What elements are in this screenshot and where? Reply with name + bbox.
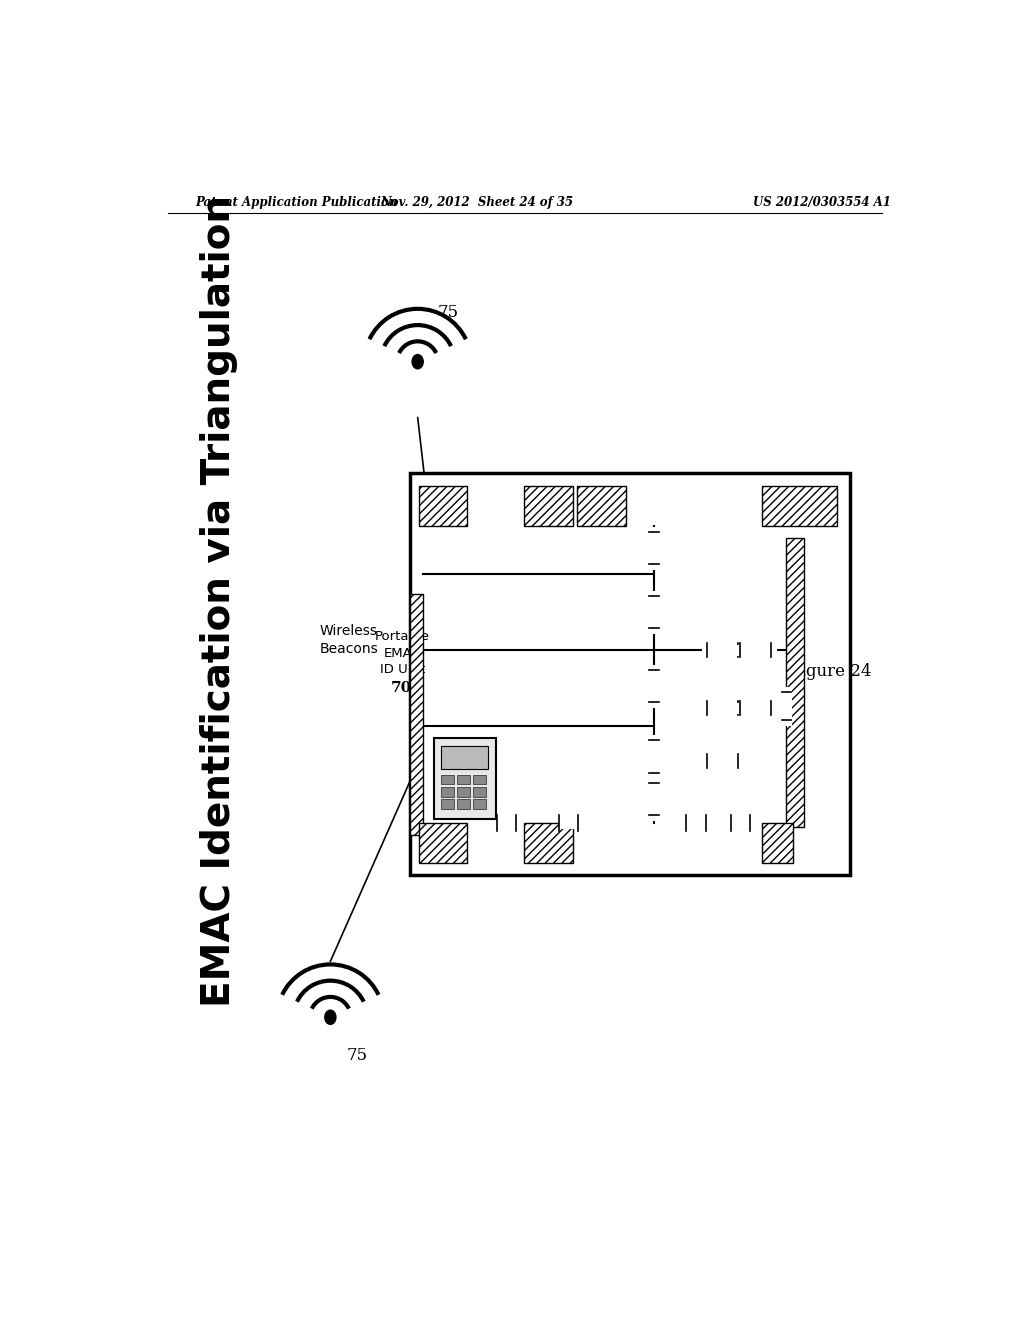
Text: Figure 24: Figure 24 xyxy=(790,663,871,680)
Bar xyxy=(578,486,626,525)
Text: EMAC Identification via Triangulation: EMAC Identification via Triangulation xyxy=(201,194,239,1007)
Bar xyxy=(458,775,470,784)
Text: ID Unit: ID Unit xyxy=(380,663,425,676)
Text: Wireless: Wireless xyxy=(319,624,378,638)
Bar xyxy=(473,775,485,784)
Bar xyxy=(762,486,837,525)
Text: 75: 75 xyxy=(346,1047,368,1064)
Circle shape xyxy=(412,355,423,368)
Text: Nov. 29, 2012  Sheet 24 of 35: Nov. 29, 2012 Sheet 24 of 35 xyxy=(381,195,573,209)
Bar xyxy=(524,822,572,863)
Bar xyxy=(441,747,488,770)
Bar xyxy=(441,800,454,809)
Text: US 2012/0303554 A1: US 2012/0303554 A1 xyxy=(754,195,891,209)
Bar xyxy=(410,474,850,875)
Bar xyxy=(473,800,485,809)
Bar xyxy=(762,822,793,863)
Text: EMAC: EMAC xyxy=(384,647,422,660)
Bar xyxy=(458,787,470,797)
Bar xyxy=(419,486,467,525)
Text: 75: 75 xyxy=(437,305,459,321)
Bar xyxy=(419,822,467,863)
Text: Patent Application Publication: Patent Application Publication xyxy=(196,195,398,209)
Text: Beacons: Beacons xyxy=(319,643,378,656)
Bar xyxy=(434,738,496,818)
Bar xyxy=(524,486,572,525)
Bar xyxy=(786,537,804,826)
Bar xyxy=(458,800,470,809)
Bar xyxy=(473,787,485,797)
Bar xyxy=(441,787,454,797)
Text: 70: 70 xyxy=(390,681,412,694)
Bar xyxy=(410,594,423,834)
Bar xyxy=(441,775,454,784)
Text: Portable: Portable xyxy=(375,630,430,643)
Circle shape xyxy=(325,1010,336,1024)
